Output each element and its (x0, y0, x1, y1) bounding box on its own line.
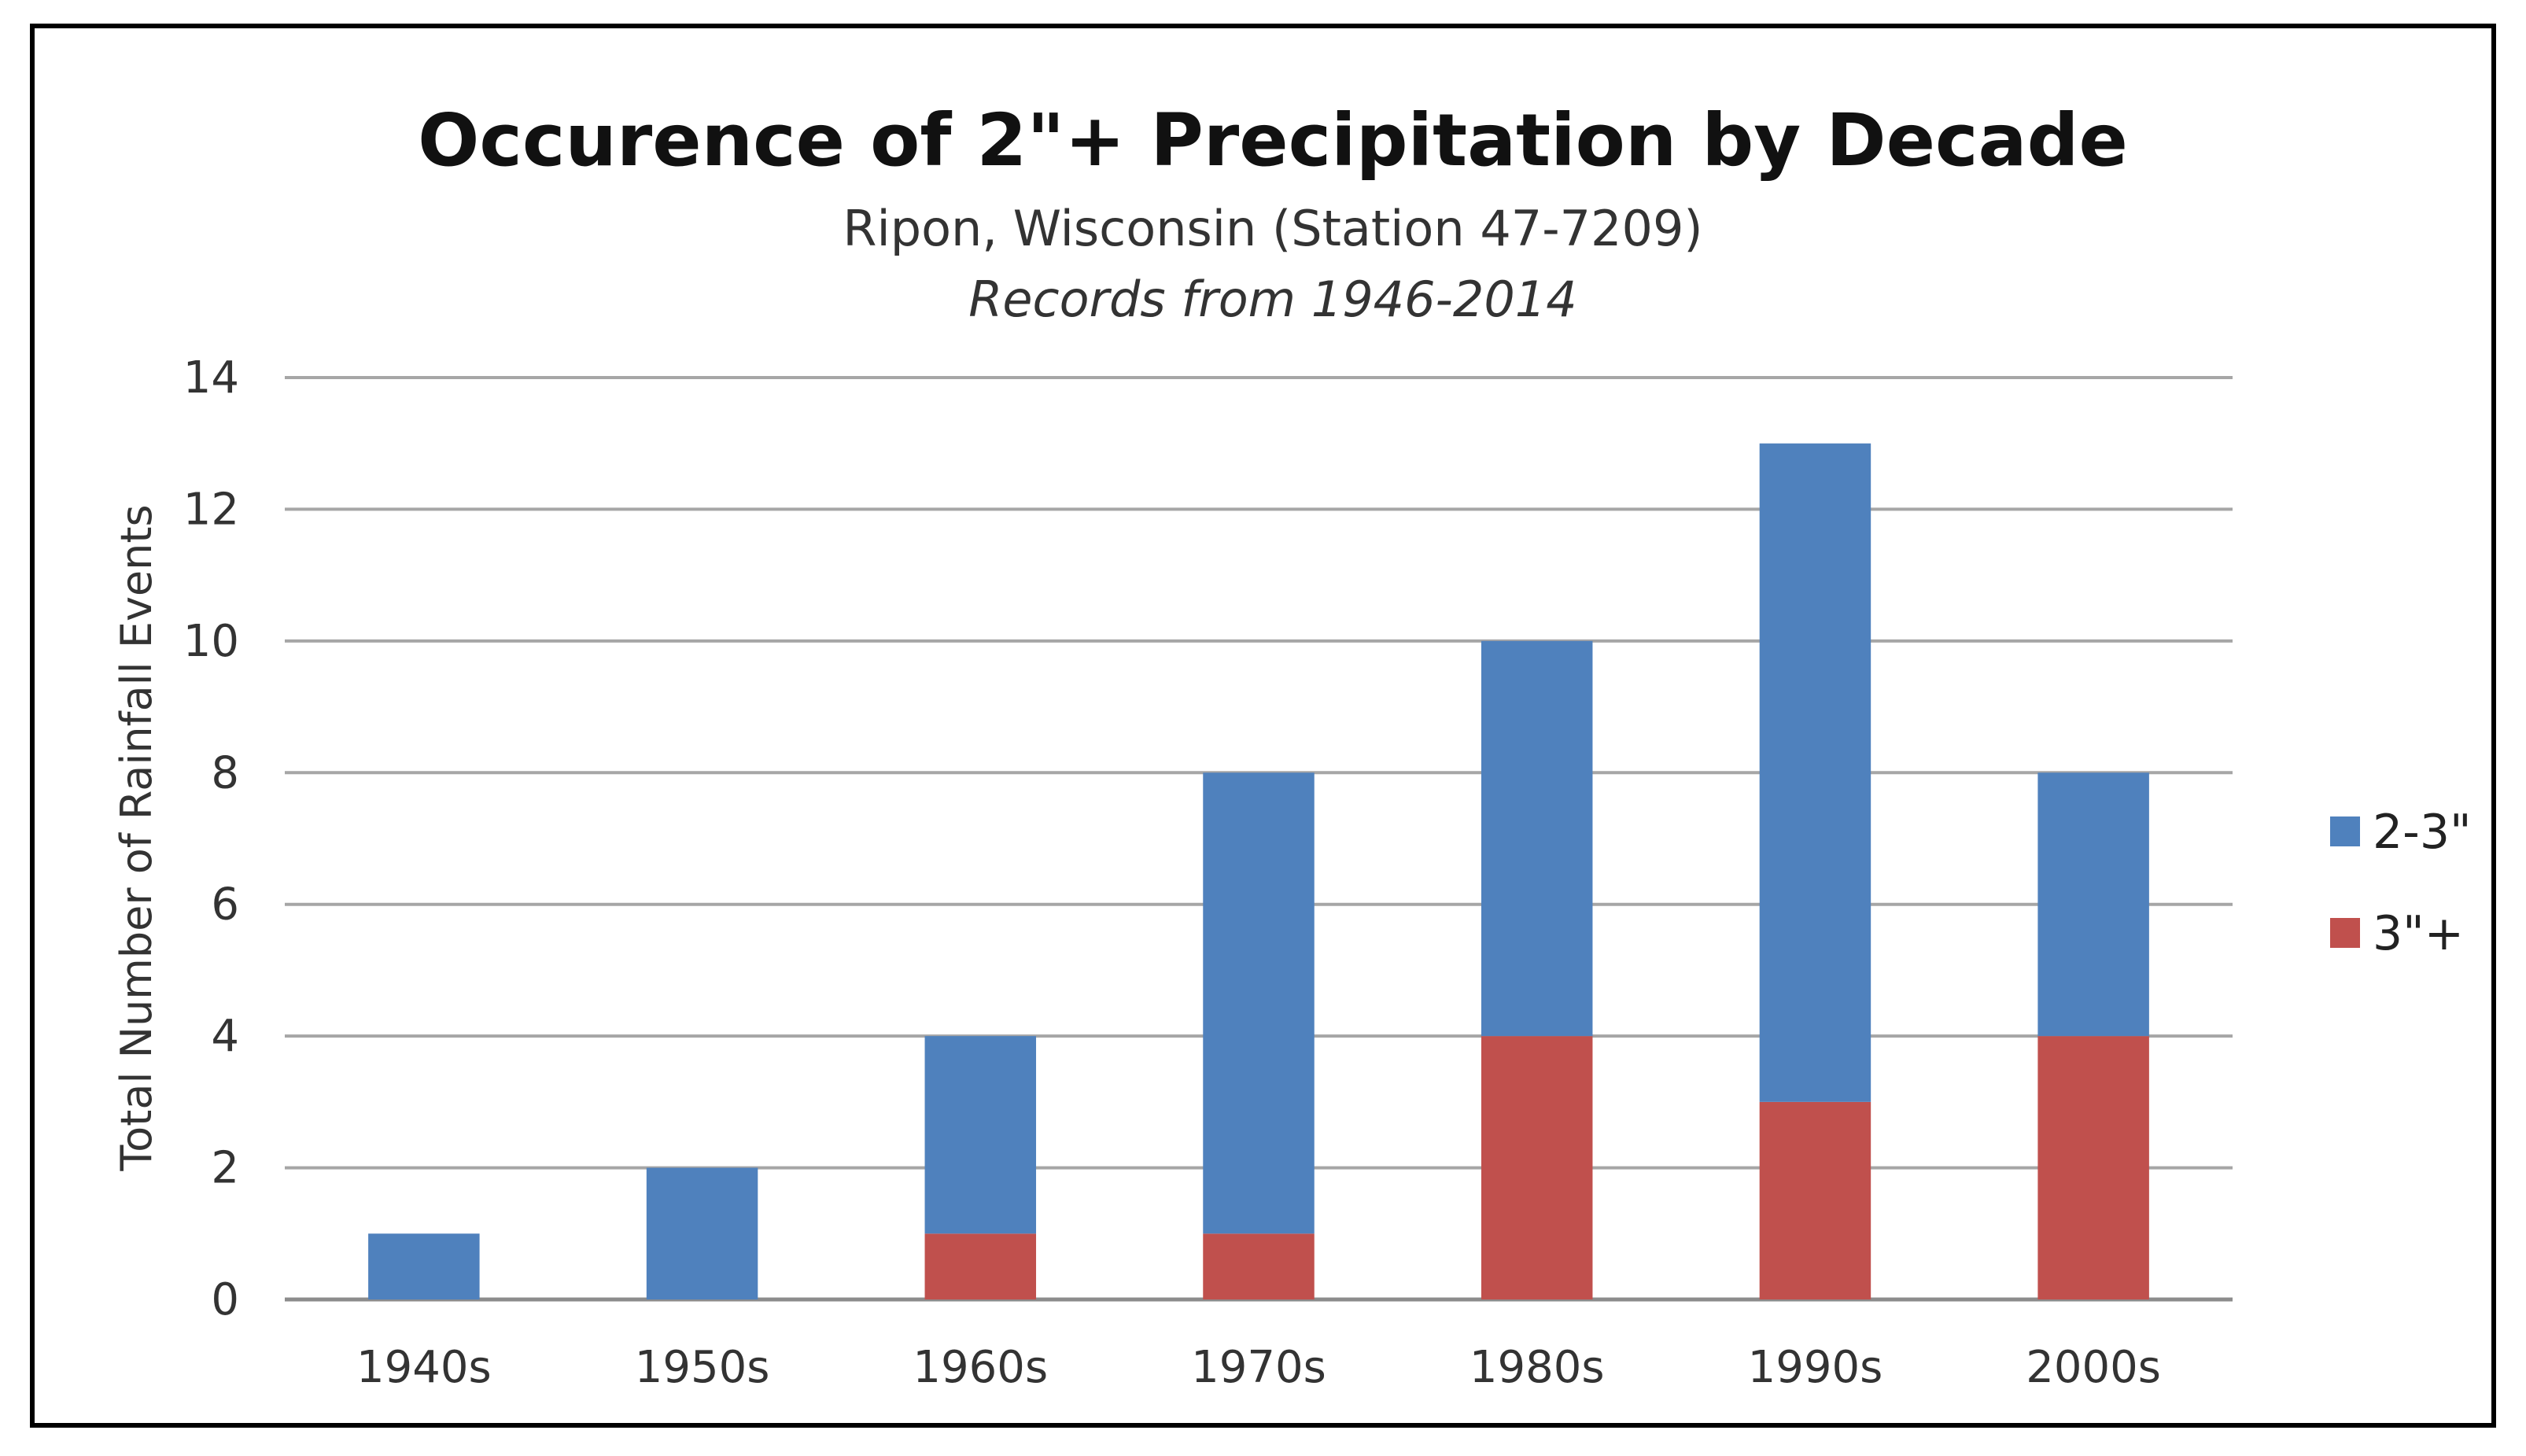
chart-subtitle: Ripon, Wisconsin (Station 47-7209) (843, 200, 1702, 257)
legend-swatch (2330, 816, 2360, 846)
bar-segment (1481, 640, 1593, 1037)
y-tick-label: 12 (183, 484, 239, 535)
bar-segment (646, 1167, 758, 1299)
chart-title: Occurence of 2"+ Precipitation by Decade (418, 98, 2128, 182)
bar-segment (1481, 1036, 1593, 1299)
chart-note: Records from 1946-2014 (968, 271, 1576, 328)
x-tick-label: 1970s (1191, 1342, 1326, 1393)
bar-segment (2037, 1036, 2149, 1299)
bar-segment (1759, 1101, 1871, 1299)
y-tick-label: 6 (211, 879, 239, 931)
y-tick-label: 0 (211, 1274, 239, 1325)
bar-segment (1203, 772, 1315, 1234)
bar-segment (368, 1233, 480, 1299)
bar-segment (924, 1036, 1037, 1234)
legend: 2-3" 3"+ (2330, 805, 2472, 961)
legend-label: 2-3" (2373, 805, 2472, 860)
bar-segment (1203, 1233, 1315, 1299)
y-axis-title: Total Number of Rainfall Events (112, 504, 161, 1171)
x-axis-ticks: 1940s 1950s 1960s 1970s 1980s 1990s 2000s (356, 1342, 2161, 1393)
x-tick-label: 1990s (1748, 1342, 1883, 1393)
y-axis-ticks: 0 2 4 6 8 10 12 14 (183, 352, 239, 1325)
y-tick-label: 4 (211, 1011, 239, 1062)
x-tick-label: 1950s (635, 1342, 770, 1393)
legend-label: 3"+ (2373, 906, 2464, 961)
y-tick-label: 2 (211, 1143, 239, 1194)
x-tick-label: 1980s (1470, 1342, 1605, 1393)
bar-segment (1759, 443, 1871, 1102)
x-tick-label: 2000s (2026, 1342, 2161, 1393)
x-tick-label: 1940s (356, 1342, 492, 1393)
bars (368, 443, 2149, 1299)
y-tick-label: 10 (183, 616, 239, 667)
y-tick-label: 14 (183, 352, 239, 404)
bar-segment (924, 1233, 1037, 1299)
legend-swatch (2330, 918, 2360, 948)
bar-segment (2037, 772, 2149, 1037)
y-tick-label: 8 (211, 747, 239, 798)
x-tick-label: 1960s (913, 1342, 1048, 1393)
